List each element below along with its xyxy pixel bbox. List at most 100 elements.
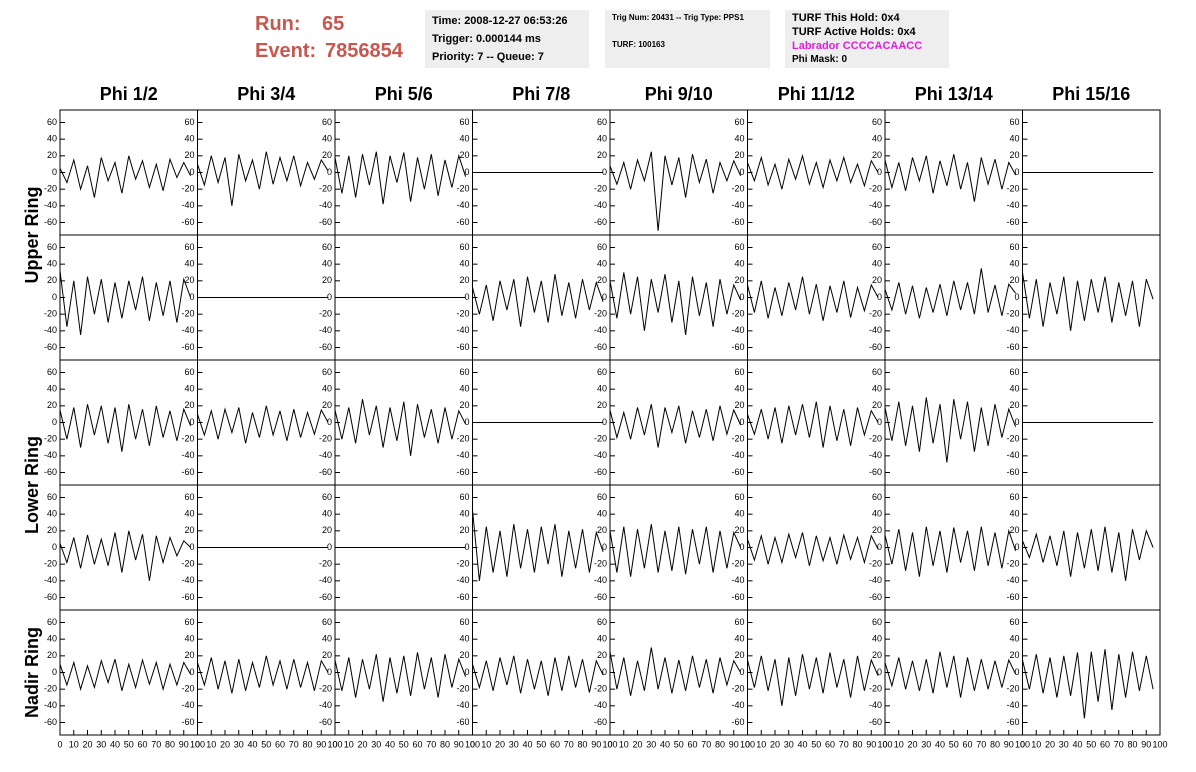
y-tick-label: 40 [734,384,744,394]
y-tick-label: 60 [734,242,744,252]
x-tick-label: 10 [619,739,629,749]
x-tick-label: 50 [261,739,271,749]
waveform [472,509,604,581]
x-tick-label: 30 [646,739,656,749]
y-tick-label: -20 [319,309,332,319]
y-tick-label: 20 [322,525,332,535]
info-text: Time: 2008-12-27 06:53:26 [432,15,568,27]
y-tick-label: 20 [184,150,194,160]
y-tick-label: -60 [731,342,744,352]
y-tick-label: -20 [869,559,882,569]
y-tick-label: -60 [731,217,744,227]
y-tick-label: -40 [731,450,744,460]
panel-frame [59,109,198,236]
y-tick-label: -40 [319,200,332,210]
y-tick-label: 40 [734,259,744,269]
y-tick-label: 0 [1014,292,1019,302]
y-tick-label: -60 [869,217,882,227]
x-tick-label: 40 [797,739,807,749]
y-tick-label: 20 [184,400,194,410]
y-tick-label: 0 [189,667,194,677]
y-tick-label: -20 [731,434,744,444]
x-tick-label: 80 [577,739,587,749]
y-tick-label: 20 [734,400,744,410]
y-tick-label: 60 [459,492,469,502]
x-tick-label: 60 [550,739,560,749]
panel-frame [884,609,1023,736]
y-tick-label: -60 [594,342,607,352]
y-tick-label: -20 [181,434,194,444]
waveform [747,153,879,190]
y-tick-label: 60 [184,117,194,127]
y-tick-label: -60 [181,467,194,477]
y-tick-label: 20 [734,650,744,660]
y-tick-label: -60 [731,467,744,477]
waveform [334,151,467,205]
waveform [1022,272,1154,331]
y-tick-label: -20 [181,684,194,694]
waveform [609,272,742,336]
x-tick-label: 100 [1015,739,1030,749]
y-tick-label: 0 [877,667,882,677]
x-tick-label: 0 [195,739,200,749]
y-tick-label: 40 [47,384,57,394]
y-tick-label: 60 [1009,367,1019,377]
panel-frame [472,484,611,611]
y-tick-label: 40 [872,259,882,269]
x-tick-label: 20 [495,739,505,749]
waveform [747,276,879,321]
y-tick-label: -20 [456,559,469,569]
waveform [59,658,192,692]
x-tick-label: 80 [440,739,450,749]
info-text: TURF This Hold: 0x4 [792,12,900,24]
y-tick-label: 60 [597,492,607,502]
y-tick-label: 60 [1009,242,1019,252]
event-number: 7856854 [325,40,404,62]
y-tick-label: 60 [1009,617,1019,627]
panel-frame [472,234,611,361]
y-tick-label: 60 [47,617,57,627]
x-tick-label: 50 [949,739,959,749]
waveform [747,401,879,448]
y-tick-label: -40 [181,200,194,210]
x-tick-label: 70 [426,739,436,749]
x-tick-label: 100 [602,739,617,749]
info-box [785,10,949,68]
y-tick-label: 20 [47,275,57,285]
y-tick-label: 0 [189,542,194,552]
waveform [59,404,192,452]
y-tick-label: -20 [181,309,194,319]
panel-frame [747,359,886,486]
y-tick-label: -40 [594,575,607,585]
panel-frame [472,609,611,736]
x-tick-label: 60 [962,739,972,749]
x-tick-label: 30 [234,739,244,749]
x-tick-label: 90 [866,739,876,749]
panel-frame [609,109,748,236]
y-tick-label: -60 [44,592,57,602]
y-tick-label: 60 [734,492,744,502]
y-tick-label: -40 [731,575,744,585]
ring-label: Upper Ring [22,187,42,284]
y-tick-label: -40 [181,325,194,335]
waveform [747,532,879,566]
x-tick-label: 20 [357,739,367,749]
y-tick-label: -20 [456,184,469,194]
x-tick-label: 50 [674,739,684,749]
y-tick-label: 0 [602,542,607,552]
y-tick-label: 60 [184,492,194,502]
y-tick-label: 20 [47,400,57,410]
waveform [1022,526,1154,581]
y-tick-label: 20 [47,525,57,535]
y-tick-label: 60 [47,117,57,127]
x-tick-label: 30 [509,739,519,749]
y-tick-label: -40 [594,200,607,210]
y-tick-label: 0 [52,292,57,302]
info-text: Labrador CCCCACAACC [792,40,922,52]
y-tick-label: -60 [1006,717,1019,727]
run-label: Run: [255,13,301,35]
x-tick-label: 20 [220,739,230,749]
y-tick-label: 0 [464,292,469,302]
y-tick-label: 60 [459,617,469,627]
